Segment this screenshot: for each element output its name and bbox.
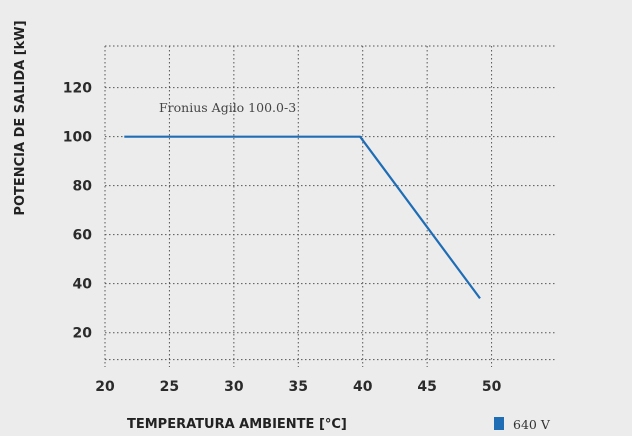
y-tick-label: 20 [73,326,93,342]
series-line-0 [124,135,481,300]
x-tick-label: 30 [224,379,244,395]
x-tick-label: 20 [95,379,115,395]
y-tick-label: 80 [73,179,93,195]
y-tick-labels: 20 40 60 80 100 120 [63,81,92,342]
series-annotation: Fronius Agilo 100.0-3 [159,100,296,115]
x-axis-title: TEMPERATURA AMBIENTE [°C] [127,417,347,432]
series-lines [124,135,481,300]
grid-lines [104,45,556,367]
legend-label: 640 V [513,417,551,432]
legend: 640 V [494,417,551,432]
x-tick-label: 40 [353,379,373,395]
x-tick-label: 25 [160,379,179,395]
y-tick-label: 100 [63,130,92,146]
x-tick-label: 45 [417,379,436,395]
y-tick-label: 40 [73,277,93,293]
legend-swatch [494,417,504,430]
y-tick-label: 120 [63,81,92,97]
y-tick-label: 60 [73,228,93,244]
x-tick-label: 35 [289,379,308,395]
x-tick-label: 50 [482,379,502,395]
y-axis-title: POTENCIA DE SALIDA [kW] [13,20,28,215]
x-tick-labels: 20 25 30 35 40 45 50 [95,379,501,395]
